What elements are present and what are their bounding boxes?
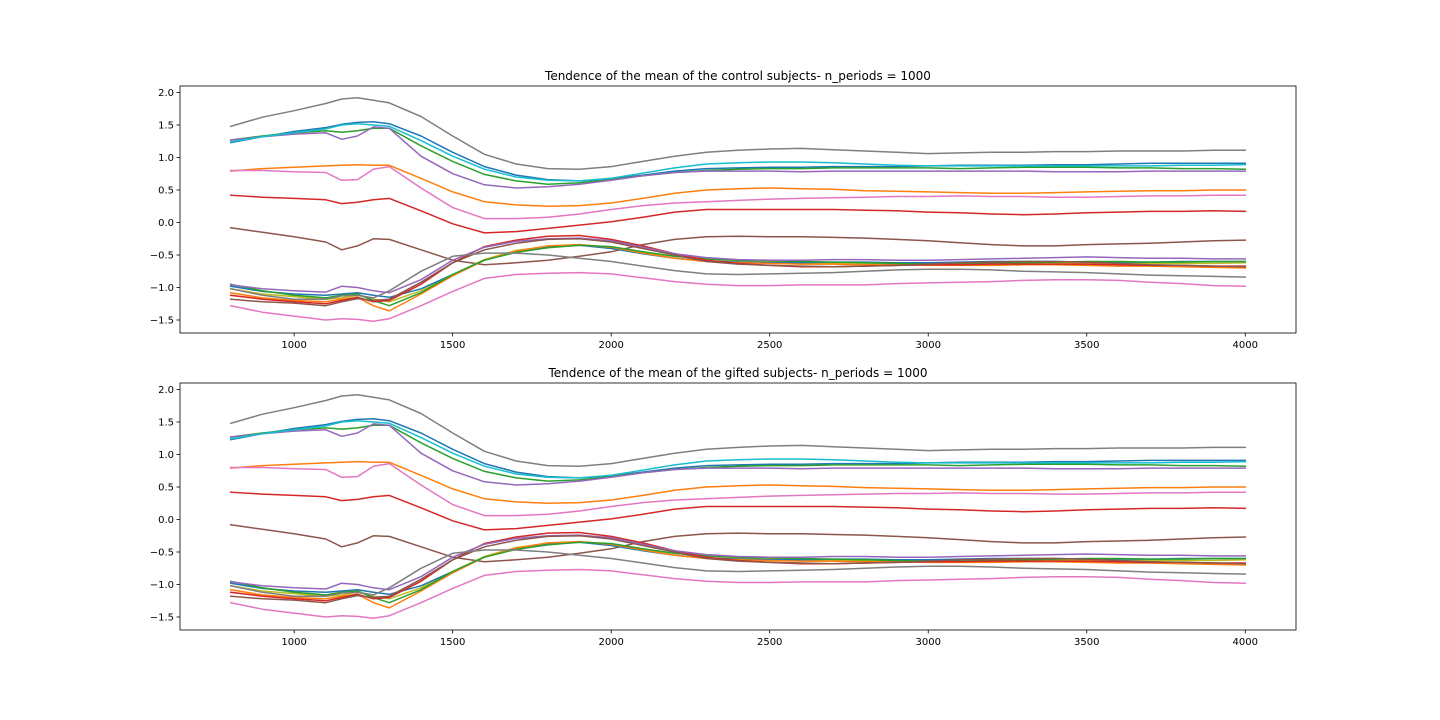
axis-layer: 1000 1500 2000 2500 3000 3500 4000 −1.5 −1.0 −0.5… <box>150 88 1258 351</box>
x-tick-label: 3500 <box>1074 637 1099 648</box>
series-line-5 <box>229 523 1247 563</box>
y-tick-label: 2.0 <box>158 88 174 99</box>
series-line-9 <box>229 122 1247 182</box>
series-layer <box>229 96 1247 323</box>
series-line-7 <box>229 393 1247 467</box>
series-line-3 <box>229 491 1247 531</box>
x-tick-label: 1500 <box>440 340 465 351</box>
series-line-1 <box>229 460 1247 505</box>
x-tick-label: 1500 <box>440 637 465 648</box>
x-tick-label: 1000 <box>281 637 306 648</box>
x-tick-label: 3500 <box>1074 340 1099 351</box>
control-subjects-chart: Tendence of the mean of the control subj… <box>150 69 1297 351</box>
plot-frame <box>179 382 1297 631</box>
series-layer <box>229 393 1247 620</box>
chart-title: Tendence of the mean of the gifted subje… <box>548 366 928 380</box>
y-tick-label: 1.0 <box>158 450 174 461</box>
series-line-9 <box>229 419 1247 479</box>
series-line-17 <box>229 549 1247 597</box>
y-tick-label: 1.5 <box>158 121 174 132</box>
series-line-4 <box>229 423 1247 486</box>
series-line-6 <box>229 165 1247 220</box>
x-tick-label: 1000 <box>281 340 306 351</box>
series-line-16 <box>229 568 1247 620</box>
series-line-16 <box>229 271 1247 323</box>
y-tick-label: 0.0 <box>158 515 174 526</box>
y-tick-label: −1.0 <box>150 283 174 294</box>
y-tick-label: 0.0 <box>158 218 174 229</box>
y-tick-label: 0.5 <box>158 186 174 197</box>
series-line-5 <box>229 226 1247 266</box>
series-line-7 <box>229 96 1247 170</box>
series-line-4 <box>229 126 1247 189</box>
plot-frame <box>179 85 1297 334</box>
series-line-0 <box>229 121 1247 182</box>
series-line-14 <box>229 237 1247 294</box>
gifted-subjects-chart: Tendence of the mean of the gifted subje… <box>150 366 1297 648</box>
y-tick-label: −1.5 <box>150 316 174 327</box>
y-tick-label: −1.0 <box>150 580 174 591</box>
y-tick-label: −0.5 <box>150 251 174 262</box>
series-line-15 <box>229 238 1247 307</box>
series-line-6 <box>229 462 1247 517</box>
y-tick-label: 2.0 <box>158 385 174 396</box>
series-line-17 <box>229 252 1247 300</box>
series-line-14 <box>229 534 1247 591</box>
y-tick-label: 0.5 <box>158 483 174 494</box>
y-tick-label: 1.0 <box>158 153 174 164</box>
x-tick-label: 2000 <box>598 340 623 351</box>
series-line-3 <box>229 194 1247 234</box>
x-tick-label: 2000 <box>598 637 623 648</box>
series-line-0 <box>229 418 1247 479</box>
x-tick-label: 2500 <box>757 340 782 351</box>
series-line-1 <box>229 163 1247 208</box>
x-tick-label: 3000 <box>916 637 941 648</box>
axis-layer: 1000 1500 2000 2500 3000 3500 4000 −1.5 −1.0 −0.5… <box>150 385 1258 648</box>
x-tick-label: 3000 <box>916 340 941 351</box>
x-tick-label: 4000 <box>1233 340 1258 351</box>
x-tick-label: 2500 <box>757 637 782 648</box>
y-tick-label: 1.5 <box>158 418 174 429</box>
y-tick-label: −0.5 <box>150 548 174 559</box>
series-line-15 <box>229 535 1247 604</box>
y-tick-label: −1.5 <box>150 613 174 624</box>
x-tick-label: 4000 <box>1233 637 1258 648</box>
chart-title: Tendence of the mean of the control subj… <box>544 69 931 83</box>
